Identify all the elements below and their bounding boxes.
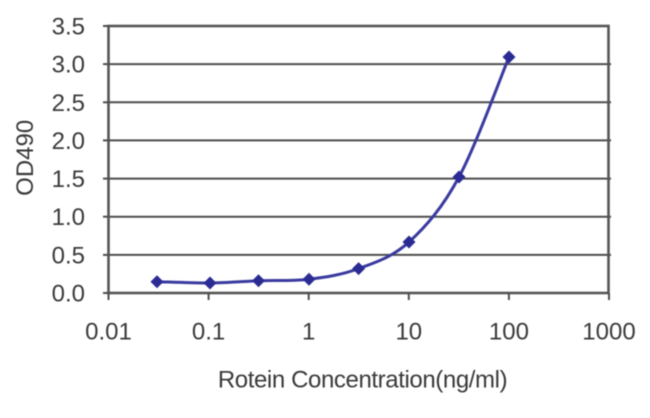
svg-text:2.0: 2.0 [52, 128, 85, 155]
svg-text:100: 100 [489, 319, 529, 346]
svg-text:3.5: 3.5 [52, 14, 85, 41]
svg-text:10: 10 [395, 319, 422, 346]
svg-text:1.0: 1.0 [52, 204, 85, 231]
svg-text:Rotein Concentration(ng/ml): Rotein Concentration(ng/ml) [218, 367, 507, 394]
svg-text:0.0: 0.0 [52, 281, 85, 308]
svg-text:1: 1 [302, 319, 315, 346]
svg-text:1.5: 1.5 [52, 166, 85, 193]
svg-text:2.5: 2.5 [52, 90, 85, 117]
svg-text:0.5: 0.5 [52, 242, 85, 269]
svg-text:1000: 1000 [582, 319, 635, 346]
svg-text:3.0: 3.0 [52, 52, 85, 79]
svg-text:0.1: 0.1 [192, 319, 225, 346]
svg-text:0.01: 0.01 [85, 319, 132, 346]
svg-text:OD490: OD490 [12, 120, 39, 196]
